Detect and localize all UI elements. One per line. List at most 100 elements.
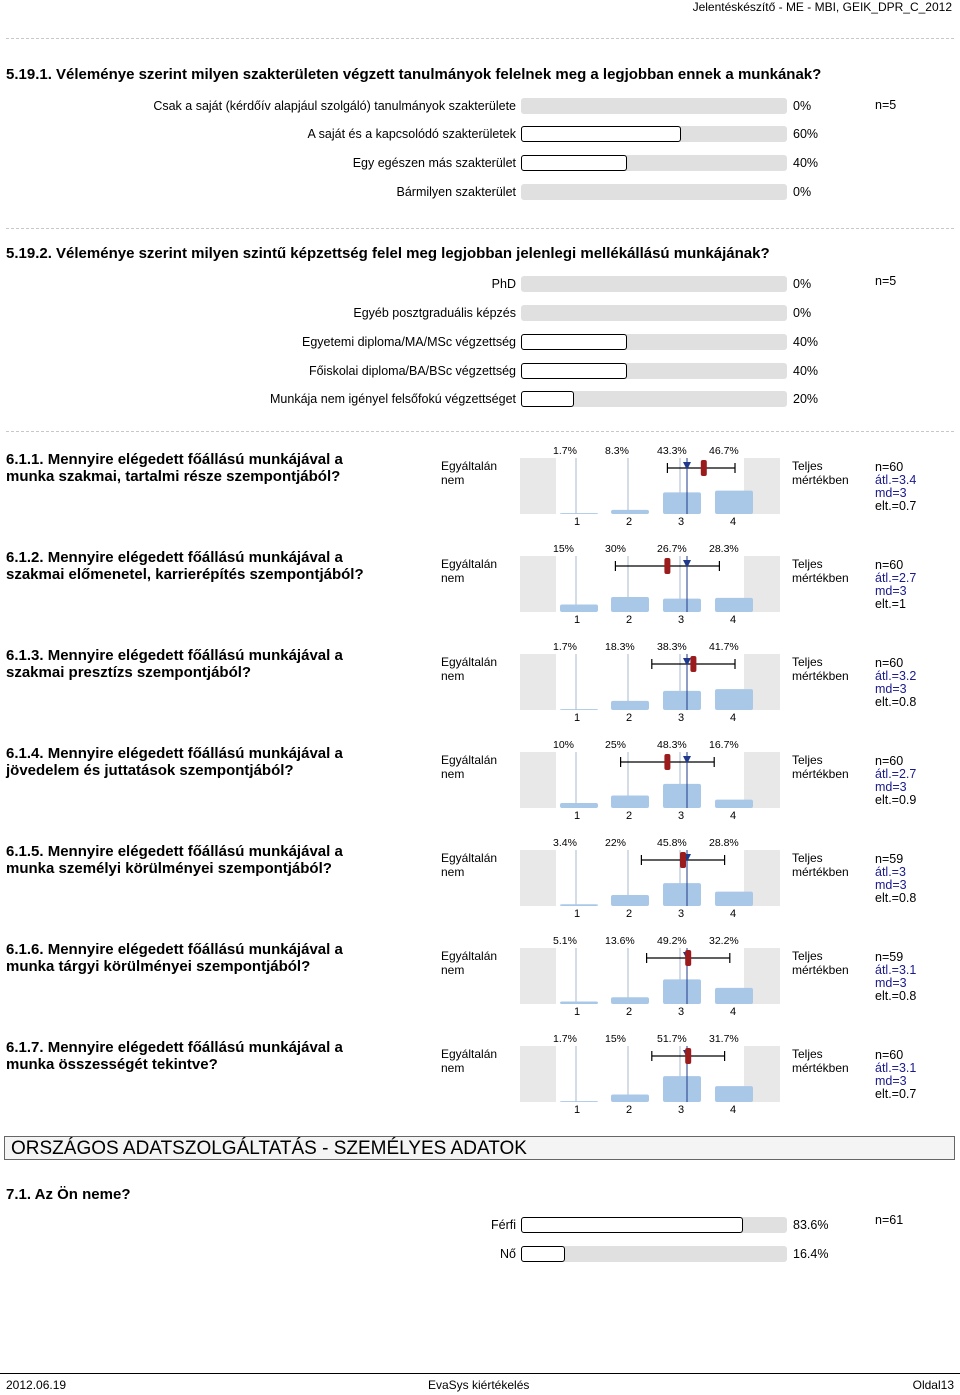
option-bar	[521, 126, 787, 142]
distribution-bar	[611, 795, 649, 808]
percent-label: 15%	[605, 1033, 627, 1045]
mean-stat: átl.=3.1	[875, 963, 917, 977]
footer-date: 2012.06.19	[6, 1378, 67, 1392]
axis-tick-label: 1	[574, 1104, 581, 1116]
distribution-bar	[560, 1101, 598, 1102]
percent-label: 38.3%	[657, 641, 687, 653]
median-stat: md=3	[875, 486, 907, 500]
option-bar	[521, 155, 787, 171]
median-marker	[683, 658, 691, 666]
option-percent: 40%	[793, 364, 819, 378]
percent-label: 28.3%	[709, 543, 739, 555]
distribution-bar	[560, 1001, 598, 1004]
n-stat: n=60	[875, 460, 904, 474]
axis-tick-label: 2	[626, 1104, 633, 1116]
n-stat: n=59	[875, 852, 904, 866]
axis-tick-label: 3	[678, 614, 685, 626]
distribution-bar	[663, 492, 701, 514]
percent-label: 51.7%	[657, 1033, 687, 1045]
distribution-svg	[520, 850, 780, 906]
percent-label: 1.7%	[553, 445, 577, 457]
distribution-chart	[520, 1046, 780, 1106]
distribution-bar	[715, 891, 753, 906]
option-percent: 0%	[793, 306, 812, 320]
axis-tick-label: 2	[626, 712, 633, 724]
option-bar	[521, 184, 787, 200]
distribution-bar	[715, 490, 753, 514]
percent-label: 28.8%	[709, 837, 739, 849]
option-bar-fill	[521, 126, 681, 142]
mean-stat: átl.=2.7	[875, 571, 917, 585]
percent-label: 43.3%	[657, 445, 687, 457]
chart-bg-left	[520, 752, 556, 808]
axis-tick-label: 4	[730, 712, 737, 724]
stats-box: n=60 átl.=3.2 md=3 elt.=0.8	[875, 657, 916, 709]
option-bar	[521, 1246, 787, 1262]
distribution-bar	[715, 799, 753, 808]
axis-tick-label: 3	[678, 908, 685, 920]
sd-stat: elt.=0.9	[875, 793, 917, 807]
axis-tick-label: 3	[678, 712, 685, 724]
question-title: 6.1.7. Mennyire elégedett főállású munká…	[6, 1039, 343, 1073]
option-percent: 16.4%	[793, 1247, 829, 1261]
axis-tick-label: 1	[574, 614, 581, 626]
percent-label: 45.8%	[657, 837, 687, 849]
sd-stat: elt.=0.8	[875, 989, 917, 1003]
option-percent: 0%	[793, 185, 812, 199]
axis-tick-label: 4	[730, 1006, 737, 1018]
percent-label: 49.2%	[657, 935, 687, 947]
option-label: A saját és a kapcsolódó szakterületek	[307, 127, 516, 141]
distribution-chart	[520, 752, 780, 812]
distribution-bar	[663, 979, 701, 1004]
sd-stat: elt.=0.7	[875, 499, 917, 513]
footer-divider	[0, 1373, 960, 1374]
distribution-bar	[715, 987, 753, 1004]
question-title: 6.1.2. Mennyire elégedett főállású munká…	[6, 549, 364, 583]
percent-label: 32.2%	[709, 935, 739, 947]
mean-marker	[700, 460, 707, 476]
option-label: Bármilyen szakterület	[396, 185, 517, 199]
median-stat: md=3	[875, 780, 907, 794]
distribution-chart	[520, 948, 780, 1008]
axis-tick-label: 4	[730, 516, 737, 528]
percent-label: 15%	[553, 543, 575, 555]
option-label: Egy egészen más szakterület	[352, 156, 516, 170]
median-marker	[683, 756, 691, 764]
option-bar	[521, 276, 787, 292]
option-label: PhD	[491, 277, 516, 291]
option-percent: 40%	[793, 335, 819, 349]
option-percent: 0%	[793, 277, 812, 291]
n-stat: n=60	[875, 558, 904, 572]
distribution-bar	[611, 895, 649, 906]
distribution-bar	[663, 598, 701, 612]
n-stat: n=59	[875, 950, 904, 964]
scale-left-label: Egyáltalán nem	[441, 459, 498, 487]
option-label: Főiskolai diploma/BA/BSc végzettség	[308, 364, 516, 378]
option-bar	[521, 98, 787, 114]
axis-tick-label: 4	[730, 810, 737, 822]
percent-label: 31.7%	[709, 1033, 739, 1045]
footer-center: EvaSys kiértékelés	[428, 1378, 530, 1392]
chart-bg-left	[520, 948, 556, 1004]
option-bar	[521, 1217, 787, 1233]
distribution-bar	[611, 997, 649, 1004]
option-label: Csak a saját (kérdőív alapjául szolgáló)…	[153, 99, 516, 113]
axis-tick-label: 3	[678, 516, 685, 528]
option-percent: 20%	[793, 392, 819, 406]
option-bar-fill	[521, 391, 575, 407]
scale-right-label: Teljes mértékben	[792, 851, 849, 879]
median-stat: md=3	[875, 976, 907, 990]
mean-stat: átl.=3	[875, 865, 906, 879]
question-title: 6.1.3. Mennyire elégedett főállású munká…	[6, 647, 343, 681]
n-stat: n=60	[875, 1048, 904, 1062]
scale-left-label: Egyáltalán nem	[441, 557, 498, 585]
option-label: Férfi	[491, 1218, 516, 1232]
option-bar-fill	[521, 363, 628, 379]
option-bar-fill	[521, 1217, 744, 1233]
page-header-title: Jelentéskészítő - ME - MBI, GEIK_DPR_C_2…	[692, 0, 952, 14]
axis-tick-label: 1	[574, 516, 581, 528]
distribution-chart	[520, 654, 780, 714]
mean-marker	[685, 1048, 692, 1064]
axis-tick-label: 3	[678, 1104, 685, 1116]
axis-tick-label: 2	[626, 516, 633, 528]
